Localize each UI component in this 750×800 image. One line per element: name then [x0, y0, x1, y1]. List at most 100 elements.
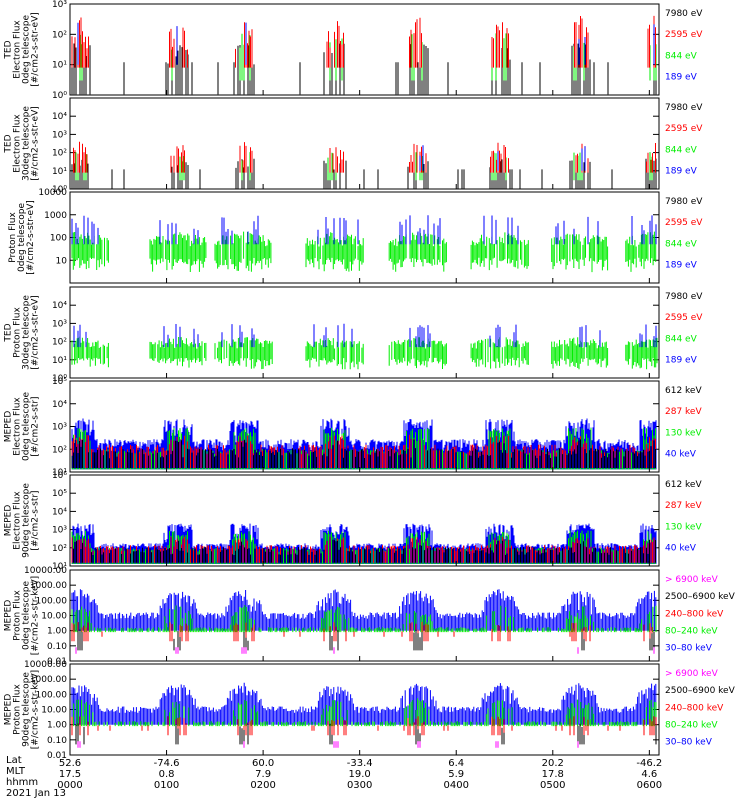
x-tick-label-hhmm: 0600	[637, 780, 662, 791]
y-axis-title-line: TED	[4, 134, 14, 153]
x-tick-label-hhmm: 0300	[347, 780, 372, 791]
y-tick-label: 10⁰	[52, 374, 67, 384]
trace-000000	[71, 158, 657, 189]
y-tick-label: 10.00	[41, 706, 67, 716]
trace-000000	[71, 439, 656, 468]
y-axis-title-line: MEPED	[4, 600, 14, 632]
x-tick-label-lat: 52.6	[59, 758, 81, 769]
y-axis-title-line: [#/cm2-s-str-eV]	[31, 106, 41, 181]
panel-ted-proton-30: 10⁰ 10¹ 10² 10³ 10⁴ TED Proton Flux 30deg teles…	[4, 286, 703, 384]
panel-frame	[69, 97, 660, 190]
trace-000000	[77, 629, 655, 651]
y-axis-title-line: 0deg telescope	[17, 203, 27, 273]
legend-entry: 240–800 keV	[665, 703, 724, 713]
trace-00ee00	[73, 698, 657, 727]
legend-entry: 844 eV	[665, 51, 698, 61]
y-axis-title-line: [#/cm2-s-str]	[31, 490, 41, 550]
y-tick-label: 10000.00	[24, 566, 67, 576]
y-tick-label: 100	[50, 234, 67, 244]
trace-ff0000	[71, 716, 657, 736]
trace-group	[71, 418, 657, 470]
trace-ff0000	[71, 15, 656, 68]
trace-ff0000	[73, 141, 656, 173]
legend-entry: 2500–6900 keV	[665, 592, 736, 602]
panel-frame	[69, 286, 660, 379]
y-axis-title-line: [#/cm2-s-str-eV]	[31, 295, 41, 370]
y-tick-label: 10⁵	[52, 377, 67, 387]
legend-entry: 612 keV	[665, 480, 702, 490]
x-axis-row-mlt: MLT	[6, 766, 25, 777]
legend-entry: 2595 eV	[665, 30, 703, 40]
y-axis-title-line: [#/cm2-s-str-keV]	[31, 670, 41, 749]
y-tick-label: 10¹	[52, 356, 67, 366]
legend-entry: 189 eV	[665, 72, 698, 82]
trace-group	[71, 523, 657, 564]
y-axis-title-line: [#/cm2-s-str]	[31, 396, 41, 456]
x-tick-label-mlt: 17.5	[59, 769, 81, 780]
y-axis-title-line: 0deg telescope	[22, 15, 32, 85]
y-axis-title-line: 90deg telescope	[22, 483, 32, 558]
y-axis-title-line: MEPED	[4, 505, 14, 537]
y-tick-label: 1.00	[47, 627, 67, 637]
y-tick-label: 10⁰	[52, 91, 67, 101]
legend-entry: 287 keV	[665, 501, 702, 511]
x-tick-label-hhmm: 0000	[57, 780, 82, 791]
x-tick-label-lat: -46.2	[636, 758, 662, 769]
x-tick-label-mlt: 4.6	[641, 769, 657, 780]
trace-ff00ff	[75, 647, 655, 654]
y-tick-label: 10⁵	[52, 489, 67, 499]
legend-entry: 844 eV	[665, 239, 698, 249]
y-axis-title-line: 0deg telescope	[22, 581, 32, 651]
x-tick-label-lat: 6.4	[448, 758, 464, 769]
legend-entry: 80–240 keV	[665, 627, 718, 637]
y-tick-label: 10	[56, 256, 68, 266]
y-tick-label: 10³	[52, 526, 67, 536]
y-axis-title-line: 30deg telescope	[22, 106, 32, 181]
y-axis-title-line: Electron Flux	[13, 397, 23, 456]
y-axis-title-line: Proton Flux	[8, 212, 18, 263]
y-tick-label: 0.01	[47, 657, 67, 667]
y-tick-label: 10³	[52, 319, 67, 329]
legend-entry: 80–240 keV	[665, 721, 718, 731]
y-axis-title-line: MEPED	[4, 694, 14, 726]
y-tick-label: 100.00	[36, 596, 68, 606]
legend-entry: 2595 eV	[665, 124, 703, 134]
y-tick-label: 10000	[38, 188, 67, 198]
y-axis-title-line: TED	[4, 40, 14, 59]
trace-group	[71, 682, 657, 748]
y-axis-title-line: MEPED	[4, 411, 14, 443]
panel-ted-electron-0: 10⁰ 10¹ 10² 10³ TED Electron Flux 0deg telesco…	[4, 0, 704, 101]
trace-00ee00	[71, 231, 657, 273]
x-tick-label-lat: 20.2	[542, 758, 564, 769]
panel-ted-electron-30: 10⁰ 10¹ 10² 10³ 10⁴ TED Electron Flux 30deg tel…	[4, 97, 703, 195]
y-tick-label: 10³	[52, 423, 67, 433]
trace-group	[71, 215, 657, 273]
x-tick-label-mlt: 7.9	[255, 769, 271, 780]
y-tick-label: 1000	[44, 211, 67, 221]
legend-entry: 2500–6900 keV	[665, 686, 736, 696]
date-label: 2021 Jan 13	[6, 788, 66, 799]
trace-0000ff	[77, 22, 655, 65]
y-tick-label: 10⁶	[52, 471, 67, 481]
x-tick-label-hhmm: 0200	[250, 780, 275, 791]
x-tick-label-lat: -33.4	[347, 758, 373, 769]
legend-entry: > 6900 keV	[665, 575, 719, 585]
panel-meped-proton-90: 0.01 0.10 1.00 10.00 100.00 1000.00 10000.00 ME…	[4, 660, 736, 761]
x-tick-label-hhmm: 0100	[154, 780, 179, 791]
panel-meped-electron-90: 10¹ 10² 10³ 10⁴ 10⁵ 10⁶ MEPED Electron Flux 90de…	[4, 471, 703, 572]
legend-entry: 189 eV	[665, 166, 698, 176]
y-axis-title-line: Proton Flux	[13, 307, 23, 358]
legend-entry: 287 keV	[665, 407, 702, 417]
legend-entry: > 6900 keV	[665, 669, 719, 679]
legend-entry: 7980 eV	[665, 103, 703, 113]
legend-entry: 2595 eV	[665, 218, 703, 228]
trace-000000	[73, 539, 656, 563]
y-tick-label: 10⁴	[52, 112, 67, 122]
panel-frame	[69, 474, 660, 567]
y-axis-title-line: 90deg telescope	[22, 672, 32, 747]
y-tick-label: 1000.00	[30, 675, 67, 685]
y-tick-label: 10⁴	[52, 507, 67, 517]
y-tick-label: 10²	[52, 30, 67, 40]
panel-ted-proton-0: 10 100 1000 10000 Proton Flux 0deg telescope[…	[8, 188, 703, 284]
